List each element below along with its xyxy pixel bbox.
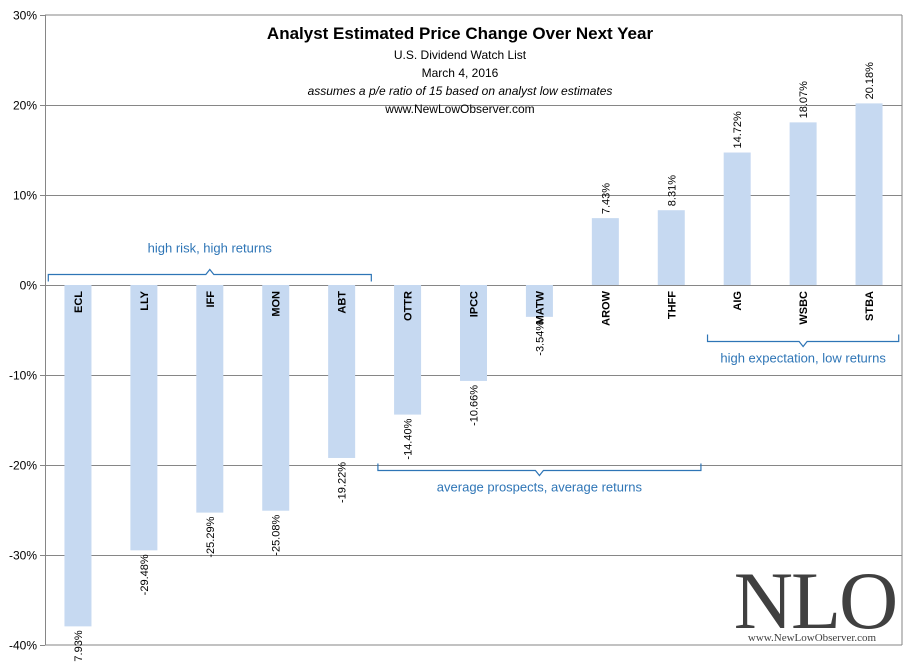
bar-iff xyxy=(196,285,224,513)
y-tick-label: -40% xyxy=(9,639,37,653)
chart-subtitle-1: U.S. Dividend Watch List xyxy=(393,48,527,62)
annotation-label-2: average prospects, average returns xyxy=(437,480,643,495)
data-label-matw: -3.54% xyxy=(534,321,546,356)
category-label-ipcc: IPCC xyxy=(469,291,481,317)
data-label-abt: -19.22% xyxy=(337,462,349,503)
annotation-label-1: high risk, high returns xyxy=(148,241,273,256)
annotation-bracket-3 xyxy=(706,334,900,348)
chart-subtitle-4: www.NewLowObserver.com xyxy=(385,102,535,116)
bar-lly xyxy=(130,285,158,551)
y-tick-label: 30% xyxy=(13,9,37,23)
annotation-label-3: high expectation, low returns xyxy=(720,351,886,366)
category-label-iff: IFF xyxy=(205,291,217,308)
data-label-lly: -29.48% xyxy=(139,554,151,595)
category-label-lly: LLY xyxy=(139,290,151,310)
bar-ipcc xyxy=(460,285,487,381)
data-label-ottr: -14.40% xyxy=(403,418,415,459)
category-label-arow: AROW xyxy=(600,290,612,325)
data-labels: -37.93% -29.48% -25.29% -25.08% -19.22% -14.4… xyxy=(73,62,876,662)
chart-subtitle-3: assumes a p/e ratio of 15 based on analy… xyxy=(307,84,613,98)
annotation-bracket-2 xyxy=(377,463,702,477)
annotation-bracket-1 xyxy=(47,268,372,282)
y-tick-label: -30% xyxy=(9,549,37,563)
category-label-aig: AIG xyxy=(732,291,744,311)
bar-thff xyxy=(657,210,685,285)
bar-mon xyxy=(262,285,290,511)
category-label-mon: MON xyxy=(271,291,283,317)
bar-ottr xyxy=(394,285,422,415)
y-tick-label: 10% xyxy=(13,189,37,203)
data-label-mon: -25.08% xyxy=(271,515,283,556)
category-label-ecl: ECL xyxy=(73,291,85,313)
category-label-abt: ABT xyxy=(337,291,349,314)
bar-ecl xyxy=(64,285,92,627)
y-tick-label: -20% xyxy=(9,459,37,473)
data-label-ecl: -37.93% xyxy=(73,630,85,662)
bar-arow xyxy=(591,218,619,285)
data-label-ipcc: -10.66% xyxy=(469,385,481,426)
bar-wsbc xyxy=(789,122,817,286)
data-label-arow: 7.43% xyxy=(600,183,612,214)
data-label-stba: 20.18% xyxy=(864,62,876,100)
data-label-wsbc: 18.07% xyxy=(798,81,810,119)
y-tick-label: 20% xyxy=(13,99,37,113)
bar-matw xyxy=(525,285,553,317)
category-label-ottr: OTTR xyxy=(403,291,415,321)
bar-aig xyxy=(723,152,751,285)
bar-abt xyxy=(328,285,356,458)
nlo-logo-url: www.NewLowObserver.com xyxy=(748,632,877,644)
annotations: high risk, high returns average prospects… xyxy=(47,241,900,495)
category-label-wsbc: WSBC xyxy=(798,291,810,325)
bars xyxy=(64,103,883,627)
y-axis: 30% 20% 10% 0% -10% -20% -30% -40% xyxy=(9,9,46,653)
data-label-aig: 14.72% xyxy=(732,111,744,149)
category-label-matw: MATW xyxy=(534,290,546,324)
data-label-iff: -25.29% xyxy=(205,516,217,557)
y-tick-label: 0% xyxy=(20,279,38,293)
category-label-stba: STBA xyxy=(864,291,876,321)
y-tick-label: -10% xyxy=(9,369,37,383)
bar-stba xyxy=(855,103,883,285)
data-label-thff: 8.31% xyxy=(666,175,678,206)
chart-title: Analyst Estimated Price Change Over Next… xyxy=(266,24,654,43)
category-label-thff: THFF xyxy=(666,291,678,319)
category-labels: ECL LLY IFF MON ABT OTTR IPCC MATW AROW THFF AIG WS… xyxy=(73,290,876,325)
nlo-logo: NLO xyxy=(734,555,897,646)
chart-subtitle-2: March 4, 2016 xyxy=(421,66,499,80)
watermark: NLO www.NewLowObserver.com xyxy=(734,555,899,646)
chart-title-block: Analyst Estimated Price Change Over Next… xyxy=(220,22,700,118)
